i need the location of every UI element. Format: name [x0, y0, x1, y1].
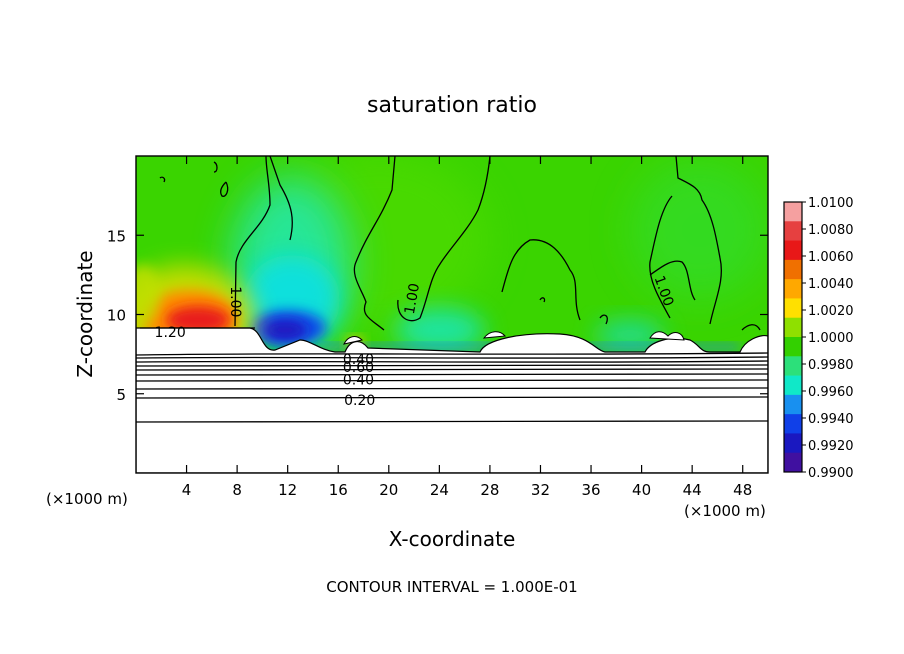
contour-h-8 [136, 387, 768, 390]
x-tick-label: 44 [683, 481, 702, 499]
colorbar-swatch [784, 452, 802, 473]
colorbar-swatch [784, 317, 802, 338]
contour-small-6 [599, 314, 608, 325]
contour-1-00-b [269, 156, 293, 241]
x-tick-label: 4 [182, 481, 192, 499]
colorbar-swatch [784, 240, 802, 261]
contour-small-5 [741, 324, 761, 331]
wisp-2 [482, 331, 506, 339]
contour-1-00-e [501, 239, 581, 321]
field-cyan-3 [595, 320, 665, 350]
y-tick-label: 5 [116, 386, 126, 404]
contour-1-00-g [649, 195, 673, 319]
colorbar-swatch [784, 414, 802, 434]
contour-interval-footer: CONTOUR INTERVAL = 1.000E-01 [326, 578, 577, 596]
contour-small-3 [213, 161, 218, 173]
wisp-1 [649, 331, 685, 341]
contour-label-text: 0.40 [343, 372, 374, 388]
contour-1-00-a [234, 156, 271, 327]
contour-h-2 [136, 356, 768, 359]
y-tick-label: 15 [107, 227, 126, 245]
colorbar-tick-label: 1.0080 [808, 223, 854, 238]
contour-label-text: 0.20 [344, 393, 375, 409]
contour-label: 0.40 [343, 372, 374, 388]
x-tick-label: 32 [531, 481, 550, 499]
contour-1-00-f [675, 156, 722, 325]
colorbar-tick-label: 1.0060 [808, 250, 854, 265]
chart-title: saturation ratio [367, 93, 537, 118]
contour-h-1 [136, 352, 768, 356]
contour-label-text: 1.00 [402, 282, 423, 315]
contour-label-text: 1.00 [227, 286, 243, 317]
contour-small-1 [159, 176, 166, 183]
colorbar-tick-label: 0.9960 [808, 385, 854, 400]
colorbar-swatch [784, 279, 802, 299]
colorbar-tick-label: 1.0040 [808, 277, 854, 292]
x-axis: 4 8 12 16 20 24 28 32 36 40 44 48 [182, 156, 752, 499]
y-axis: 5 10 15 [107, 227, 768, 404]
contour-label-text: 0.40 [343, 352, 374, 368]
x-tick-label: 36 [581, 481, 600, 499]
contour-1-00-d [397, 156, 491, 322]
contour-lines [136, 156, 768, 423]
contour-label: 0.40 [343, 352, 374, 368]
colorbar: 1.0100 1.0080 1.0060 1.0040 1.0020 1.0000 0.99… [783, 196, 854, 481]
contour-h-7 [136, 379, 768, 382]
x-axis-label: X-coordinate [389, 527, 516, 551]
y-axis-label: Z-coordinate [73, 250, 97, 377]
wisp-3 [343, 336, 363, 345]
contour-small-2 [220, 181, 229, 197]
colorbar-swatch [784, 337, 802, 357]
field-darkblue-core [263, 320, 307, 340]
stable-layer [136, 327, 768, 473]
colorbar-tick-label: 1.0000 [808, 331, 854, 346]
colorbar-tick-label: 0.9980 [808, 358, 854, 373]
x-tick-label: 40 [632, 481, 651, 499]
contour-label: 0.60 [343, 360, 374, 376]
field-red-core [166, 306, 230, 334]
colorbar-swatch [784, 394, 802, 415]
colorbar-tick-label: 0.9940 [808, 412, 854, 427]
colorbar-tick-label: 0.9900 [808, 466, 854, 481]
colorbar-swatch [784, 375, 802, 396]
contour-h-10 [136, 420, 768, 423]
contour-1-00-h [649, 260, 696, 301]
colorbar-swatch [784, 356, 802, 377]
y-tick-label: 10 [107, 307, 126, 325]
x-tick-label: 8 [232, 481, 242, 499]
contour-h-3 [136, 360, 768, 363]
contour-label: 1.00 [402, 282, 423, 315]
contour-small-4 [539, 297, 546, 303]
x-tick-label: 28 [480, 481, 499, 499]
x-unit-left: (×1000 m) [46, 490, 128, 508]
colorbar-tick-label: 1.0100 [808, 196, 854, 211]
contour-label-text: 1.20 [155, 325, 186, 341]
contour-h-4 [136, 364, 768, 367]
contour-h-6 [136, 373, 768, 376]
colorbar-swatch [784, 298, 802, 319]
x-tick-label: 48 [733, 481, 752, 499]
contour-h-9 [136, 396, 768, 399]
colorbar-swatch [784, 221, 802, 242]
cloud-wisps [343, 331, 685, 345]
colorbar-tick-label: 1.0020 [808, 304, 854, 319]
contour-label: 1.20 [155, 325, 186, 341]
colorbar-swatch [784, 202, 802, 222]
contour-1-00-c [353, 156, 396, 331]
plot-area [136, 156, 768, 473]
x-tick-label: 20 [379, 481, 398, 499]
x-tick-label: 24 [430, 481, 449, 499]
contour-label: 0.20 [344, 393, 375, 409]
x-tick-label: 16 [329, 481, 348, 499]
colorbar-swatch [784, 433, 802, 454]
colorbar-tick-label: 0.9920 [808, 439, 854, 454]
contour-h-5 [136, 368, 768, 371]
contour-label-text: 0.60 [343, 360, 374, 376]
colorbar-swatch [784, 259, 802, 280]
field-left-yellow [136, 265, 160, 325]
x-tick-label: 12 [278, 481, 297, 499]
contour-label: 1.00 [227, 286, 243, 317]
x-unit-right: (×1000 m) [684, 502, 766, 520]
